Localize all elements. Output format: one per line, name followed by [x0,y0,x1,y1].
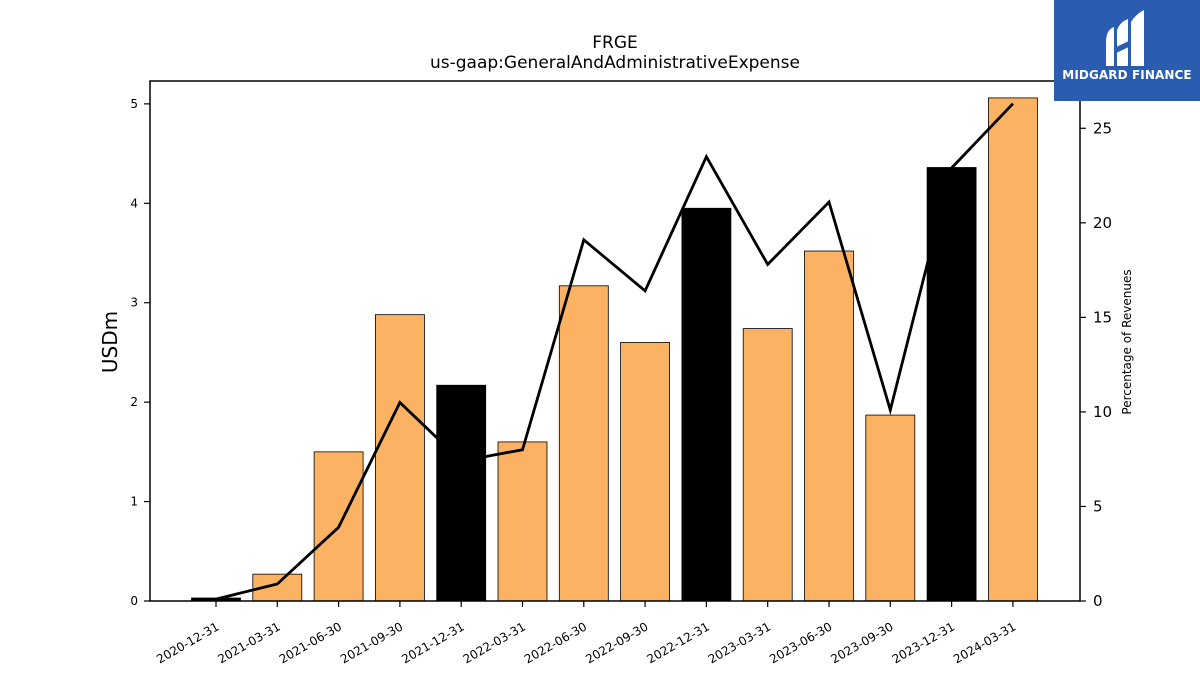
bar-2022-03-31 [497,441,548,602]
x-tick-label-2022-12-31: 2022-12-31 [644,619,711,666]
x-tick-label-2022-06-30: 2022-06-30 [522,619,589,666]
y-tick-label-3: 3 [130,296,138,310]
bar-2023-09-30 [865,414,916,602]
bar-2024-03-31 [988,97,1038,602]
plot-frame [149,80,1081,602]
x-tick-label-2024-03-31: 2024-03-31 [951,619,1018,666]
y-tick-label-5: 5 [130,97,138,111]
bar-2022-09-30 [620,342,670,602]
y-axis-label: USDm [98,311,122,373]
x-tick-label-2023-09-30: 2023-09-30 [828,619,895,666]
y2-tick-label-15: 15 [1093,308,1112,326]
y-axis-right: 0 5 10 15 20 25 [1080,119,1112,610]
y2-tick-label-10: 10 [1093,403,1112,421]
y-axis-left: 0 1 2 3 4 5 [130,97,150,608]
bars-group [191,97,1038,602]
y2-tick-label-0: 0 [1093,592,1103,610]
x-tick-label-2023-06-30: 2023-06-30 [767,619,834,666]
x-tick-label-2022-09-30: 2022-09-30 [583,619,650,666]
bar-2023-06-30 [804,250,854,602]
midgard-finance-logo: MIDGARD FINANCE [1054,0,1200,101]
x-axis: 2020-12-312021-03-312021-06-302021-09-30… [154,601,1018,666]
bar-2021-12-31 [436,384,487,602]
x-tick-label-2023-03-31: 2023-03-31 [706,619,773,666]
percentage-line [215,102,1014,601]
x-tick-label-2023-12-31: 2023-12-31 [890,619,957,666]
y-tick-label-2: 2 [130,395,138,409]
bar-2023-03-31 [742,328,793,602]
x-tick-label-2021-06-30: 2021-06-30 [277,619,344,666]
logo-text: MIDGARD FINANCE [1062,68,1192,82]
bar-2022-12-31 [681,207,732,602]
y2-tick-label-20: 20 [1093,214,1112,232]
y2-tick-label-25: 25 [1093,119,1112,137]
x-tick-label-2021-12-31: 2021-12-31 [399,619,466,666]
chart-subtitle: us-gaap:GeneralAndAdministrativeExpense [430,53,800,73]
bar-2021-09-30 [374,314,425,602]
x-tick-label-2021-03-31: 2021-03-31 [215,619,282,666]
x-tick-label-2021-09-30: 2021-09-30 [338,619,405,666]
y-tick-label-1: 1 [130,495,138,509]
y-tick-label-0: 0 [130,594,138,608]
y-tick-label-4: 4 [130,196,138,210]
y2-tick-label-5: 5 [1093,497,1103,515]
bar-2022-06-30 [558,285,609,602]
chart-title: FRGE [592,33,638,53]
y2-axis-label: Percentage of Revenues [1120,269,1134,414]
x-tick-label-2022-03-31: 2022-03-31 [461,619,528,666]
line-group [215,102,1014,601]
x-tick-label-2020-12-31: 2020-12-31 [154,619,221,666]
midgard-logo-icon [1106,10,1144,66]
bar-2023-12-31 [926,167,977,602]
